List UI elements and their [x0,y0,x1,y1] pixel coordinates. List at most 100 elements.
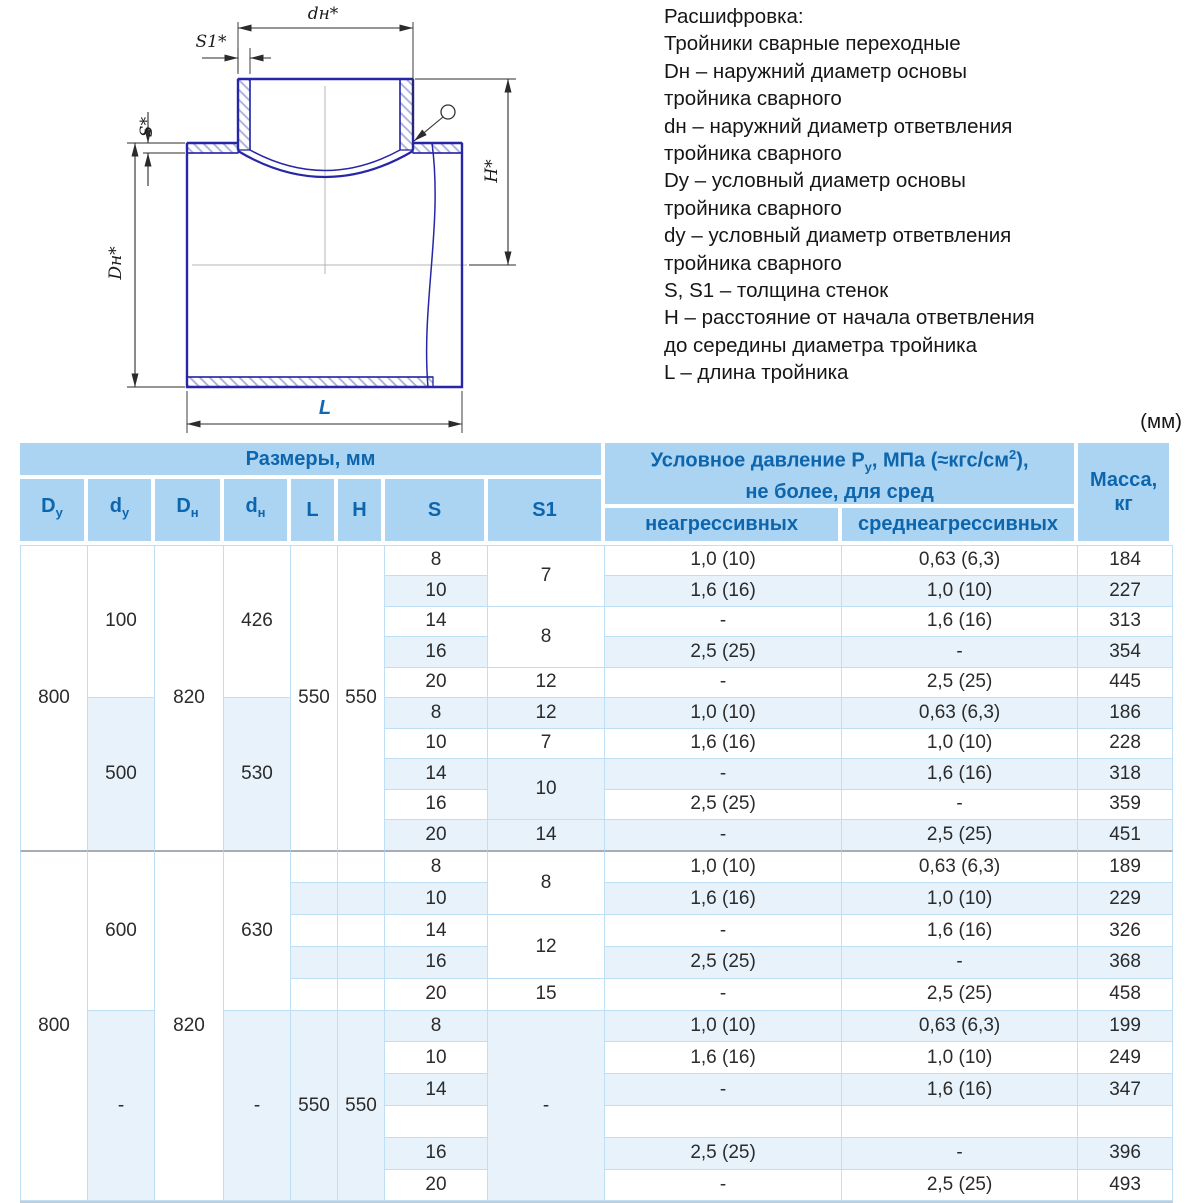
table-cell: - [605,820,843,852]
table-cell: 10 [385,1042,488,1075]
dimension-lines [127,22,516,433]
table-cell [842,1106,1079,1138]
table-cell [291,947,338,979]
table-cell: 458 [1078,978,1174,1011]
header-dimensions: Размеры, мм [20,443,606,479]
table-cell: 8 [385,698,488,729]
table-row: - -550 550 8-1,0 (10) 0,63 (6,3) 199 [20,1010,1174,1202]
table-cell: - [88,1010,155,1202]
table-cell: 1,6 (16) [605,883,843,916]
table-cell [291,851,338,884]
table-cell [338,915,385,948]
header-col: S [385,479,488,545]
table-cell: 800 [20,544,88,852]
table-cell: 10 [488,759,606,821]
table-row: 14 8 -1,6 (16) 313 [20,606,1174,668]
table-cell: 1,6 (16) [605,576,843,607]
table-cell [291,978,338,1011]
legend-line: тройника сварного [664,251,842,275]
table-cell: 2,5 (25) [605,637,843,668]
table-cell: 550 [338,544,385,852]
table-cell [338,883,385,916]
spec-table: Размеры, мм Условное давление Pу, МПа (≈к… [20,443,1174,1202]
table-cell: 14 [385,759,488,790]
table-cell: 451 [1078,820,1174,852]
table-cell: 16 [385,1137,488,1170]
tee-drawing-svg: dн* S1* S* Dн* H* L [106,4,516,433]
table-cell: - [605,759,843,790]
legend-line: L – длина тройника [664,361,849,385]
table-row: 800 100 820 426 550 550 8 7 1,0 (10) 0,63 (6,3) 18… [20,544,1174,852]
dim-label-h: H* [482,159,502,184]
table-cell: 227 [1078,576,1174,607]
dim-label-s1: S1* [196,32,227,52]
table-cell: 445 [1078,667,1174,699]
table-cell: 100 [88,544,155,699]
table-cell: 313 [1078,606,1174,638]
table-cell: - [605,1074,843,1107]
table-cell [338,851,385,884]
table-cell: 1,6 (16) [842,606,1079,638]
legend-line: Расшифровка: [664,5,804,28]
table-cell: - [224,1010,291,1202]
table-cell: 1,0 (10) [605,544,843,577]
table-cell: 8 [488,851,606,916]
table-cell: 7 [488,544,606,607]
table-cell: 368 [1078,947,1174,979]
table-row: 16 2,5 (25) -368 [20,947,1174,979]
table-cell: 20 [385,820,488,852]
table-cell: 1,6 (16) [842,1074,1079,1107]
table-cell: 0,63 (6,3) [842,1010,1079,1043]
table-cell: 1,6 (16) [605,1042,843,1075]
table-cell [338,947,385,979]
table-cell: 7 [488,728,606,760]
table-cell: 15 [488,978,606,1011]
table-cell: 20 [385,667,488,699]
table-cell: - [842,637,1079,668]
table-cell: 186 [1078,698,1174,729]
table-cell: 326 [1078,915,1174,948]
table-cell: 2,5 (25) [605,789,843,821]
table-cell: 1,6 (16) [842,915,1079,948]
table-cell: 184 [1078,544,1174,577]
table-row: 10 1,6 (16) 1,0 (10) 249 [20,1042,1174,1075]
technical-drawing: dн* S1* S* Dн* H* L [55,0,625,448]
table-cell: 2,5 (25) [842,1169,1079,1202]
header-col: L [291,479,338,545]
table-cell: - [842,1137,1079,1170]
tee-inner-lines [187,79,462,378]
table-cell: 2,5 (25) [605,947,843,979]
table-row: 10 7 1,6 (16) 1,0 (10) 228 [20,728,1174,760]
table-cell: 0,63 (6,3) [842,851,1079,884]
table-cell: 2,5 (25) [605,1137,843,1170]
table-cell: 0,63 (6,3) [842,544,1079,577]
saddle-inner-curve [249,149,401,172]
table-cell: - [605,978,843,1011]
header-col: S1 [488,479,606,545]
table-cell: 14 [385,1074,488,1107]
table-cell: 14 [488,820,606,852]
table-cell: 10 [385,883,488,916]
table-row: 16 2,5 (25) -396 [20,1137,1174,1170]
table-cell: 347 [1078,1074,1174,1107]
table-row: 20 14-2,5 (25) 451 [20,820,1174,852]
table-cell: 8 [488,606,606,668]
dim-label-s: S* [137,116,157,137]
table-row [20,1106,1174,1138]
legend-line: dy – условный диаметр ответвления [664,224,1012,248]
table-cell: 12 [488,698,606,729]
table-cell: 550 [291,1010,338,1202]
table-cell: - [488,1010,606,1202]
table-cell: - [605,1169,843,1202]
table-row: 10 1,6 (16) 1,0 (10) 227 [20,576,1174,607]
table-cell: 14 [385,606,488,638]
table-cell: 2,5 (25) [842,978,1079,1011]
header-mass: Масса, кг [1078,443,1174,545]
table-row: 10 1,6 (16) 1,0 (10) 229 [20,883,1174,916]
table-cell: 800 [20,851,88,1202]
table-cell [291,915,338,948]
legend-line: Тройники сварные переходные [664,32,961,56]
table-cell: 550 [291,544,338,852]
table-cell: 1,0 (10) [842,576,1079,607]
table-cell: - [605,667,843,699]
